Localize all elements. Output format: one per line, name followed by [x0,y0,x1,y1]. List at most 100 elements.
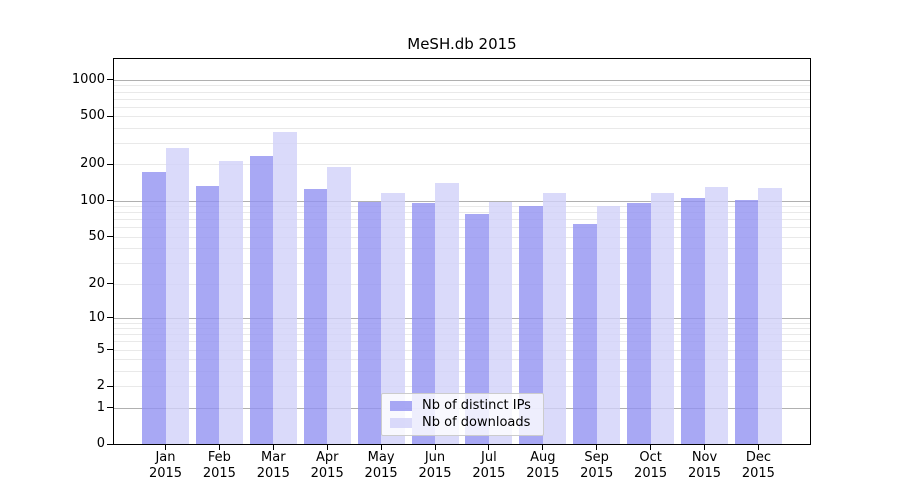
y-gridline-minor [114,349,810,351]
legend-swatch-distinct-ips [390,401,412,412]
y-gridline-minor [114,219,810,221]
x-tick-label: Feb 2015 [189,450,249,482]
x-tick-label: Oct 2015 [621,450,681,482]
y-tick-label: 0 [96,436,105,451]
legend-item-downloads: Nb of downloads [390,415,535,431]
x-tick-mark [380,445,382,450]
x-tick-mark [218,445,220,450]
x-tick-label: Jul 2015 [459,450,519,482]
y-gridline-minor [114,248,810,250]
y-tick-mark [107,283,113,284]
x-tick-mark [542,445,544,450]
y-gridline-major [114,200,810,202]
bar-downloads-feb [219,161,243,444]
y-tick-mark [107,444,113,445]
bar-distinct-ips-aug [519,206,543,444]
bar-downloads-aug [542,192,567,444]
x-tick-label: Nov 2015 [675,450,735,482]
x-tick-year: 2015 [472,466,506,481]
y-tick-mark [107,116,113,117]
bar-downloads-dec [758,188,782,444]
y-gridline-minor [114,116,810,118]
x-tick-year: 2015 [202,466,236,481]
x-tick-label: Jan 2015 [136,450,196,482]
bar-distinct-ips-jun [411,202,435,444]
y-tick-mark [107,79,113,80]
legend-label-distinct-ips: Nb of distinct IPs [422,398,531,414]
x-tick-label: May 2015 [351,450,411,482]
y-tick-label: 50 [88,228,105,244]
x-tick-year: 2015 [256,466,290,481]
x-tick-mark [165,445,166,450]
bar-distinct-ips-jan [142,172,166,444]
y-tick-label: 20 [88,275,105,291]
y-tick-mark [107,317,113,318]
x-tick-month: Sep [584,450,609,465]
bar-downloads-sep [596,206,621,444]
y-gridline-minor [114,328,810,330]
y-gridline-minor [114,128,810,129]
y-gridline-minor [114,359,810,361]
bar-distinct-ips-sep [573,223,597,444]
y-tick-label: 200 [80,156,105,172]
bar-distinct-ips-jul [465,213,489,444]
y-tick-label: 5 [96,341,105,357]
x-tick-month: Dec [745,450,771,465]
bar-distinct-ips-oct [627,202,651,444]
bar-downloads-nov [704,187,728,444]
x-tick-mark [434,445,436,450]
y-gridline-minor [114,98,810,100]
bar-downloads-oct [650,192,675,444]
x-tick-label: Sep 2015 [567,450,627,482]
bar-distinct-ips-feb [195,185,220,444]
x-tick-label: Apr 2015 [297,450,357,482]
x-tick-year: 2015 [364,466,398,481]
legend-item-distinct-ips: Nb of distinct IPs [390,398,535,414]
x-tick-month: Nov [691,450,718,465]
y-tick-mark [107,349,113,350]
x-tick-year: 2015 [580,466,614,481]
bar-downloads-jul [488,201,513,444]
y-gridline-minor [114,212,810,214]
bar-distinct-ips-mar [249,155,274,444]
x-tick-month: Apr [315,450,339,465]
y-tick-mark [107,407,113,408]
plot-area: Nb of distinct IPs Nb of downloads [113,58,811,445]
x-tick-mark [326,445,328,450]
y-gridline-minor [114,283,810,285]
y-gridline-minor [114,106,810,108]
x-tick-mark [596,445,598,450]
y-gridline-minor [114,91,810,93]
chart-title: MeSH.db 2015 [407,35,517,53]
x-tick-month: May [367,450,395,465]
x-tick-mark [650,445,652,450]
x-tick-label: Mar 2015 [243,450,303,482]
x-tick-month: Feb [207,450,231,465]
legend-swatch-downloads [390,417,412,428]
x-tick-label: Dec 2015 [728,450,788,482]
y-tick-label: 2 [96,378,105,394]
x-tick-label: Jun 2015 [405,450,465,482]
y-gridline-minor [114,322,810,324]
y-gridline-minor [114,262,810,264]
y-tick-label: 1000 [71,71,105,87]
legend-label-downloads: Nb of downloads [422,414,531,430]
x-tick-month: Jun [424,450,446,465]
y-tick-label: 100 [80,192,105,208]
y-gridline-minor [114,227,810,229]
y-tick-mark [107,236,113,237]
bar-distinct-ips-dec [734,200,759,444]
x-tick-mark [488,445,490,450]
bar-downloads-may [381,193,405,444]
y-tick-label: 10 [88,309,105,325]
x-tick-year: 2015 [634,466,668,481]
y-gridline-major [114,317,810,319]
x-tick-label: Aug 2015 [513,450,573,482]
bar-downloads-apr [327,167,351,444]
y-gridline-minor [114,341,810,343]
x-tick-year: 2015 [148,466,183,481]
x-tick-month: Aug [530,450,556,465]
x-tick-mark [757,445,759,450]
y-gridline-minor [114,236,810,238]
bar-distinct-ips-may [357,202,382,444]
